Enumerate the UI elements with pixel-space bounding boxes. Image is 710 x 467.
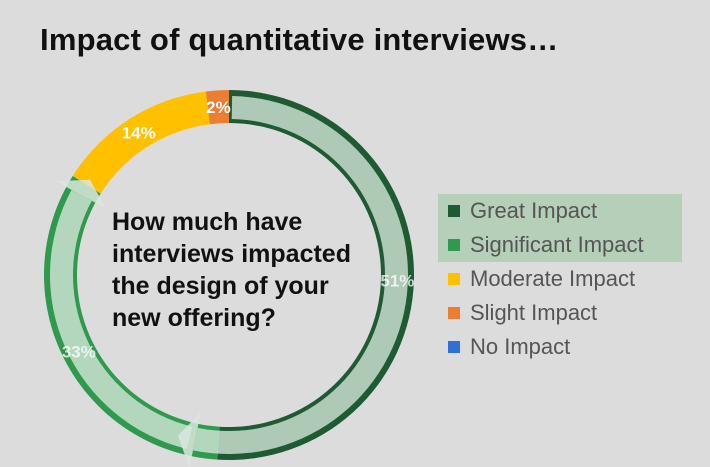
legend-label: Slight Impact	[470, 300, 598, 325]
chart-legend: Great Impact Significant Impact Moderate…	[438, 194, 682, 364]
slice-slight-impact	[205, 90, 229, 125]
legend-swatch	[448, 341, 460, 353]
legend-swatch	[448, 239, 460, 251]
great-impact-highlight-arrow-head	[178, 412, 201, 467]
legend-item-great-impact: Great Impact	[438, 194, 682, 228]
slice-label-significant-impact: 33%	[62, 342, 96, 361]
significant-impact-highlight-arrow	[49, 189, 193, 449]
legend-item-no-impact: No Impact	[438, 330, 682, 364]
legend-label: Great Impact	[470, 198, 598, 223]
legend-swatch	[448, 307, 460, 319]
legend-label: Significant Impact	[470, 232, 644, 257]
slice-label-slight-impact: 2%	[206, 98, 231, 117]
slice-significant-impact	[44, 175, 220, 460]
slice-moderate-impact	[72, 91, 210, 194]
slice-label-great-impact: 51%	[380, 271, 414, 290]
slice-label-moderate-impact: 14%	[122, 124, 156, 143]
legend-swatch	[448, 273, 460, 285]
significant-impact-highlight-arrow-head	[55, 179, 106, 209]
legend-item-moderate-impact: Moderate Impact	[438, 262, 682, 296]
legend-swatch	[448, 205, 460, 217]
legend-label: Moderate Impact	[470, 266, 636, 291]
chart-title: Impact of quantitative interviews…	[40, 22, 559, 57]
highlight-arrows	[49, 96, 409, 467]
slice-labels: 51% 33% 14% 2%	[62, 98, 415, 362]
legend-item-slight-impact: Slight Impact	[438, 296, 682, 330]
legend-label: No Impact	[470, 334, 571, 359]
question-text: How much have interviews impacted the de…	[112, 208, 351, 332]
legend-item-significant-impact: Significant Impact	[438, 228, 682, 262]
